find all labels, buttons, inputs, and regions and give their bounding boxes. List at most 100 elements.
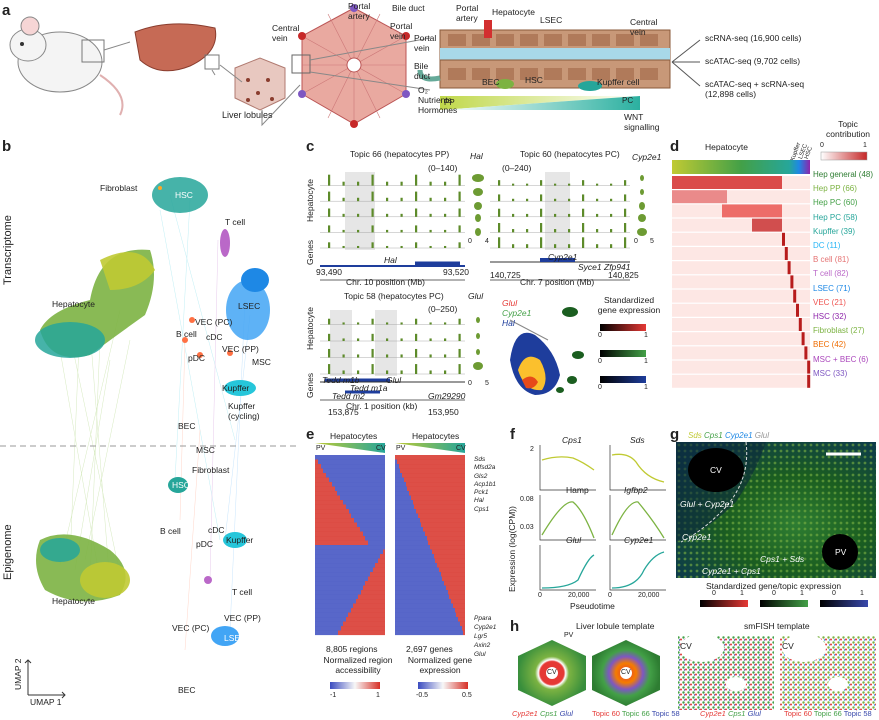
d-heat-cell xyxy=(672,176,782,189)
c-gene-gm29290: Gm29290 xyxy=(428,391,466,401)
d-row-label: T cell (82) xyxy=(813,269,849,279)
c-peak xyxy=(429,322,432,325)
g-lbl2: Cyp2e1 xyxy=(682,532,712,542)
a-hormones: Hormones xyxy=(418,105,458,115)
e-row-d xyxy=(420,518,465,523)
a-portal-artery-label: Portal artery xyxy=(348,1,371,21)
a-pp: PP xyxy=(444,98,455,107)
c-peak xyxy=(371,364,374,374)
h-leg2-b: Topic 66 xyxy=(621,709,650,718)
e-gene-label: Cyp2e1 xyxy=(474,624,497,631)
c-peak xyxy=(415,242,418,248)
e-row-a xyxy=(315,495,340,501)
e-cb1-max: 1 xyxy=(376,692,380,699)
b-transcriptome-label: Transcriptome xyxy=(2,215,14,285)
h-pv: PV xyxy=(564,632,574,639)
e-row-d xyxy=(442,576,465,582)
h-leg1-b: Cps1 xyxy=(539,709,558,718)
e-row-c xyxy=(395,531,425,537)
a-s-bec: BEC xyxy=(482,77,500,87)
d-heat-cell xyxy=(784,247,788,260)
b-top-hsc: HSC xyxy=(175,190,193,200)
e-cb2-max: 0.5 xyxy=(462,692,472,699)
e-gene-label: Axin2 xyxy=(474,642,491,649)
e-row-b xyxy=(332,482,385,487)
e-row-c xyxy=(395,464,399,469)
c-peak xyxy=(624,208,627,217)
e-n2: 2,697 genes xyxy=(406,644,453,654)
c-peak xyxy=(540,208,543,217)
c-gene-glul: Glul xyxy=(386,375,402,385)
c-peak xyxy=(328,208,331,217)
c-peak xyxy=(512,244,515,248)
c-vio-t0: 0 xyxy=(468,238,472,245)
e-row-b xyxy=(346,617,385,622)
f-g-cps1: Cps1 xyxy=(562,435,582,445)
c-r60: (0–240) xyxy=(502,163,532,173)
d-heat-cell xyxy=(752,218,782,232)
c-peak xyxy=(386,338,389,341)
d-row-label: Fibroblast (27) xyxy=(813,326,865,336)
c-gene-cyp2e1: Cyp2e1 xyxy=(548,252,578,262)
c-peak xyxy=(582,180,585,186)
d-row-label: VEC (21) xyxy=(813,297,846,307)
c-peak xyxy=(568,183,571,186)
c-umap-inset xyxy=(509,307,584,395)
g-title-cyp2e1: Cyp2e1 xyxy=(724,431,753,440)
c-peak xyxy=(371,333,374,341)
b-top-kupffer: Kupffer xyxy=(222,383,250,393)
c-peak xyxy=(357,197,360,202)
e-row-b xyxy=(341,626,385,631)
lsec-cluster-bottom xyxy=(211,626,239,646)
e-row-c xyxy=(395,603,453,609)
e-row-d xyxy=(455,608,465,613)
c-peak xyxy=(610,183,613,186)
e-row-c xyxy=(395,522,421,528)
f-plots xyxy=(539,445,666,591)
e-row-d xyxy=(399,464,465,469)
a-bile-duct-label: Bile duct xyxy=(392,3,425,13)
h-cv-right: CV xyxy=(782,641,794,651)
b-top-cdc: cDC xyxy=(206,332,223,342)
e-row-c xyxy=(395,513,418,519)
e-row-a xyxy=(315,554,380,559)
e-row-c xyxy=(395,459,397,465)
c-peak xyxy=(357,354,360,358)
c-peak xyxy=(386,229,389,233)
c-peak xyxy=(371,348,374,358)
e-row-b xyxy=(340,495,385,501)
c-peak xyxy=(596,198,599,202)
f-xt-2: 0 xyxy=(608,592,612,599)
c-peak xyxy=(357,322,360,325)
e-cv2: CV xyxy=(456,445,466,452)
h-leg2-c: Topic 58 xyxy=(651,709,680,718)
e-gene-label: Lgr5 xyxy=(474,633,488,640)
c-peak xyxy=(568,229,571,233)
c-peak xyxy=(512,183,515,186)
d-row-label: BEC (42) xyxy=(813,340,846,350)
c-g60: Cyp2e1 xyxy=(632,152,662,162)
d-heat-row xyxy=(672,332,810,346)
c-peak xyxy=(342,354,345,358)
e-row-d xyxy=(456,612,465,618)
h-leg3-b: Cps1 xyxy=(727,709,746,718)
d-row-label: Kupffer (39) xyxy=(813,226,856,236)
e-row-d xyxy=(444,581,465,586)
g-cb-1b: 1 xyxy=(800,590,804,597)
c-peak xyxy=(429,338,432,341)
e-row-b xyxy=(357,522,385,528)
e-row-c xyxy=(395,630,463,636)
a-pc: PC xyxy=(622,96,634,105)
b-bot-lsec: LSEC xyxy=(224,633,247,643)
c-leg-glul: Glul xyxy=(502,298,518,308)
c-chr7: Chr. 7 position (Mb) xyxy=(520,277,595,287)
panel-label-f: f xyxy=(510,426,515,443)
c-peak xyxy=(458,318,461,325)
c-t60-title: Topic 60 (hepatocytes PC) xyxy=(520,149,620,159)
c-peak xyxy=(342,181,345,186)
c-gene-tedd1a: Tedd m1a xyxy=(350,383,388,393)
c-peak xyxy=(444,229,447,233)
b-top-tcell: T cell xyxy=(225,217,246,227)
e-row-a xyxy=(315,509,349,514)
c-peak xyxy=(371,318,374,325)
